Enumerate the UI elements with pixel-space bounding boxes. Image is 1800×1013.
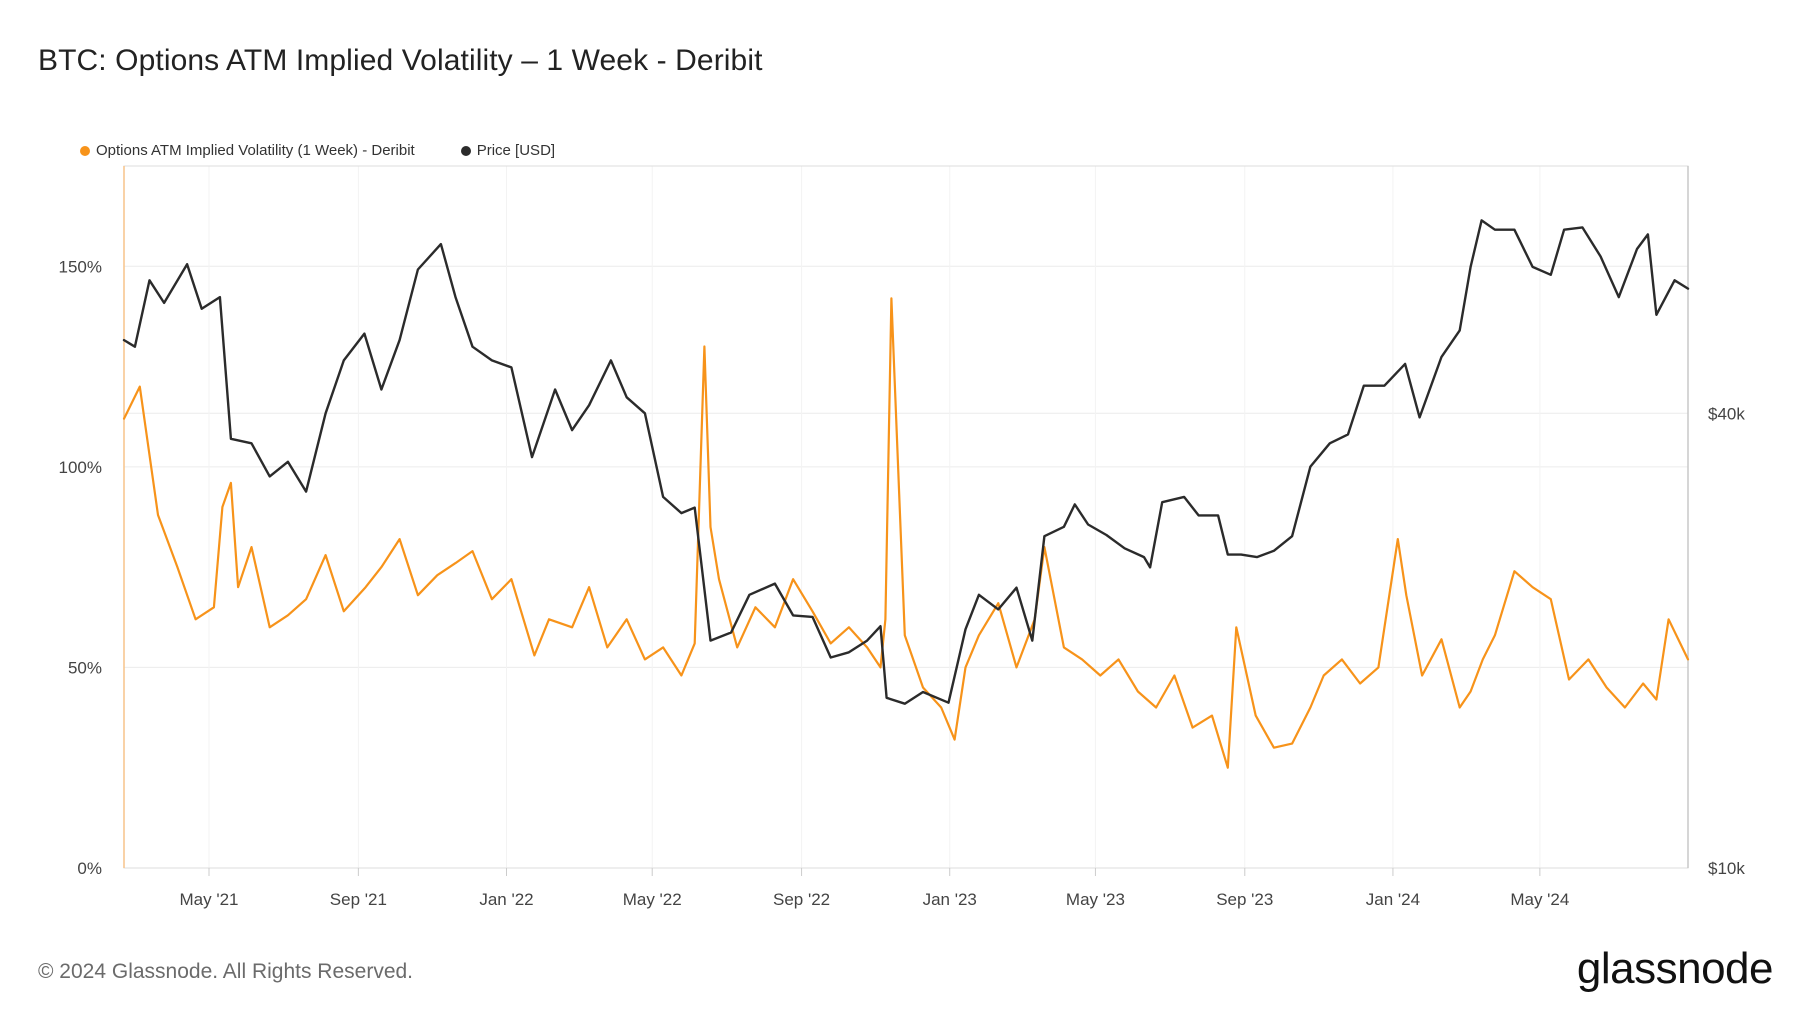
legend-label-price: Price [USD] xyxy=(476,142,556,159)
series-line-iv[interactable] xyxy=(122,297,1690,769)
copyright-text: © 2024 Glassnode. All Rights Reserved. xyxy=(38,960,414,983)
legend-item-iv[interactable]: Options ATM Implied Volatility (1 Week) … xyxy=(80,142,415,159)
series-layer xyxy=(122,219,1690,769)
x-tick-label: May '21 xyxy=(180,890,239,909)
x-tick-label: May '24 xyxy=(1510,890,1569,909)
brand-logo[interactable]: glassnode xyxy=(1576,944,1774,993)
x-tick-label: Sep '23 xyxy=(1216,890,1273,909)
x-tick-label: Sep '21 xyxy=(330,890,387,909)
chart-title: BTC: Options ATM Implied Volatility – 1 … xyxy=(38,44,763,77)
y-left-tick-label: 150% xyxy=(59,257,102,276)
legend-label-iv: Options ATM Implied Volatility (1 Week) … xyxy=(96,142,415,159)
x-tick-label: May '23 xyxy=(1066,890,1125,909)
x-tick-label: May '22 xyxy=(623,890,682,909)
legend-dot-iv xyxy=(80,145,90,156)
legend-dot-price xyxy=(460,145,471,156)
legend-item-price[interactable]: Price [USD] xyxy=(460,142,556,159)
x-tick-label: Jan '22 xyxy=(479,890,533,909)
x-tick-label: Jan '24 xyxy=(1366,890,1420,909)
series-line-price[interactable] xyxy=(122,219,1690,705)
y-left-tick-label: 100% xyxy=(59,458,102,477)
y-right-tick-label: $10k xyxy=(1708,859,1745,878)
grid-lines xyxy=(124,166,1688,869)
y-right-tick-label: $40k xyxy=(1708,404,1745,423)
x-tick-label: Jan '23 xyxy=(923,890,977,909)
chart-legend: Options ATM Implied Volatility (1 Week) … xyxy=(80,142,601,159)
x-tick-label: Sep '22 xyxy=(773,890,830,909)
y-left-tick-label: 0% xyxy=(77,859,102,878)
y-left-tick-label: 50% xyxy=(68,658,102,677)
axis-ticks: 0% 50% 100% 150% $10k $40k May '21 Sep '21 Jan '… xyxy=(59,257,1746,909)
